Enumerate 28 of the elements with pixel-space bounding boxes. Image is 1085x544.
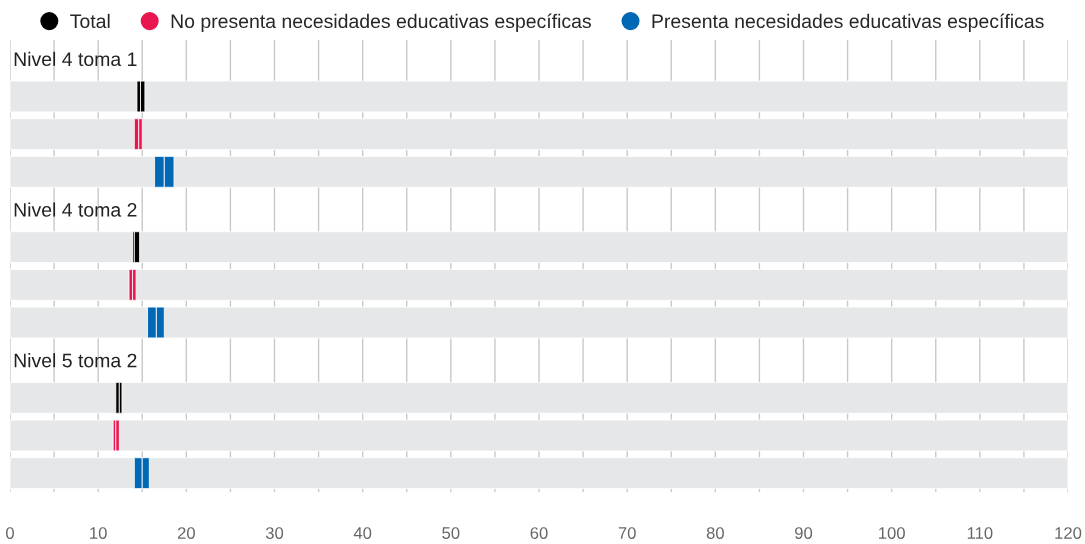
bar [10,268,1068,301]
x-tick-label: 30 [265,527,284,539]
legend-label: Total [70,13,110,29]
x-tick-label: 60 [530,527,548,539]
y-tick-label: Nivel 4 toma 1 [14,51,137,67]
y-tick-label: Nivel 5 toma 2 [14,353,137,368]
x-tick-label: 80 [706,527,724,539]
bar [10,306,1068,339]
x-tick-label: 100 [879,527,905,539]
x-tick-label: 20 [177,527,195,539]
bar [10,118,1068,151]
x-tick-label: 10 [90,527,107,539]
x-tick-label: 40 [353,527,372,539]
x-tick-label: 50 [442,527,460,539]
x-tick-label: 110 [967,527,993,539]
x-tick-label: 70 [618,527,636,539]
y-tick-label: Nivel 4 toma 2 [14,202,137,217]
bar [10,80,1068,113]
bar [10,231,1068,264]
x-tick-label: 0 [6,527,14,539]
legend-label: Presenta necesidades educativas específicas [652,13,1044,32]
legend-label: No presenta necesidades educativas específicas [171,13,591,32]
x-tick-label: 90 [795,527,813,539]
bar [10,155,1068,188]
bar [10,457,1068,490]
bar [10,419,1068,452]
x-tick-label: 120 [1055,527,1082,539]
bar [10,381,1068,414]
